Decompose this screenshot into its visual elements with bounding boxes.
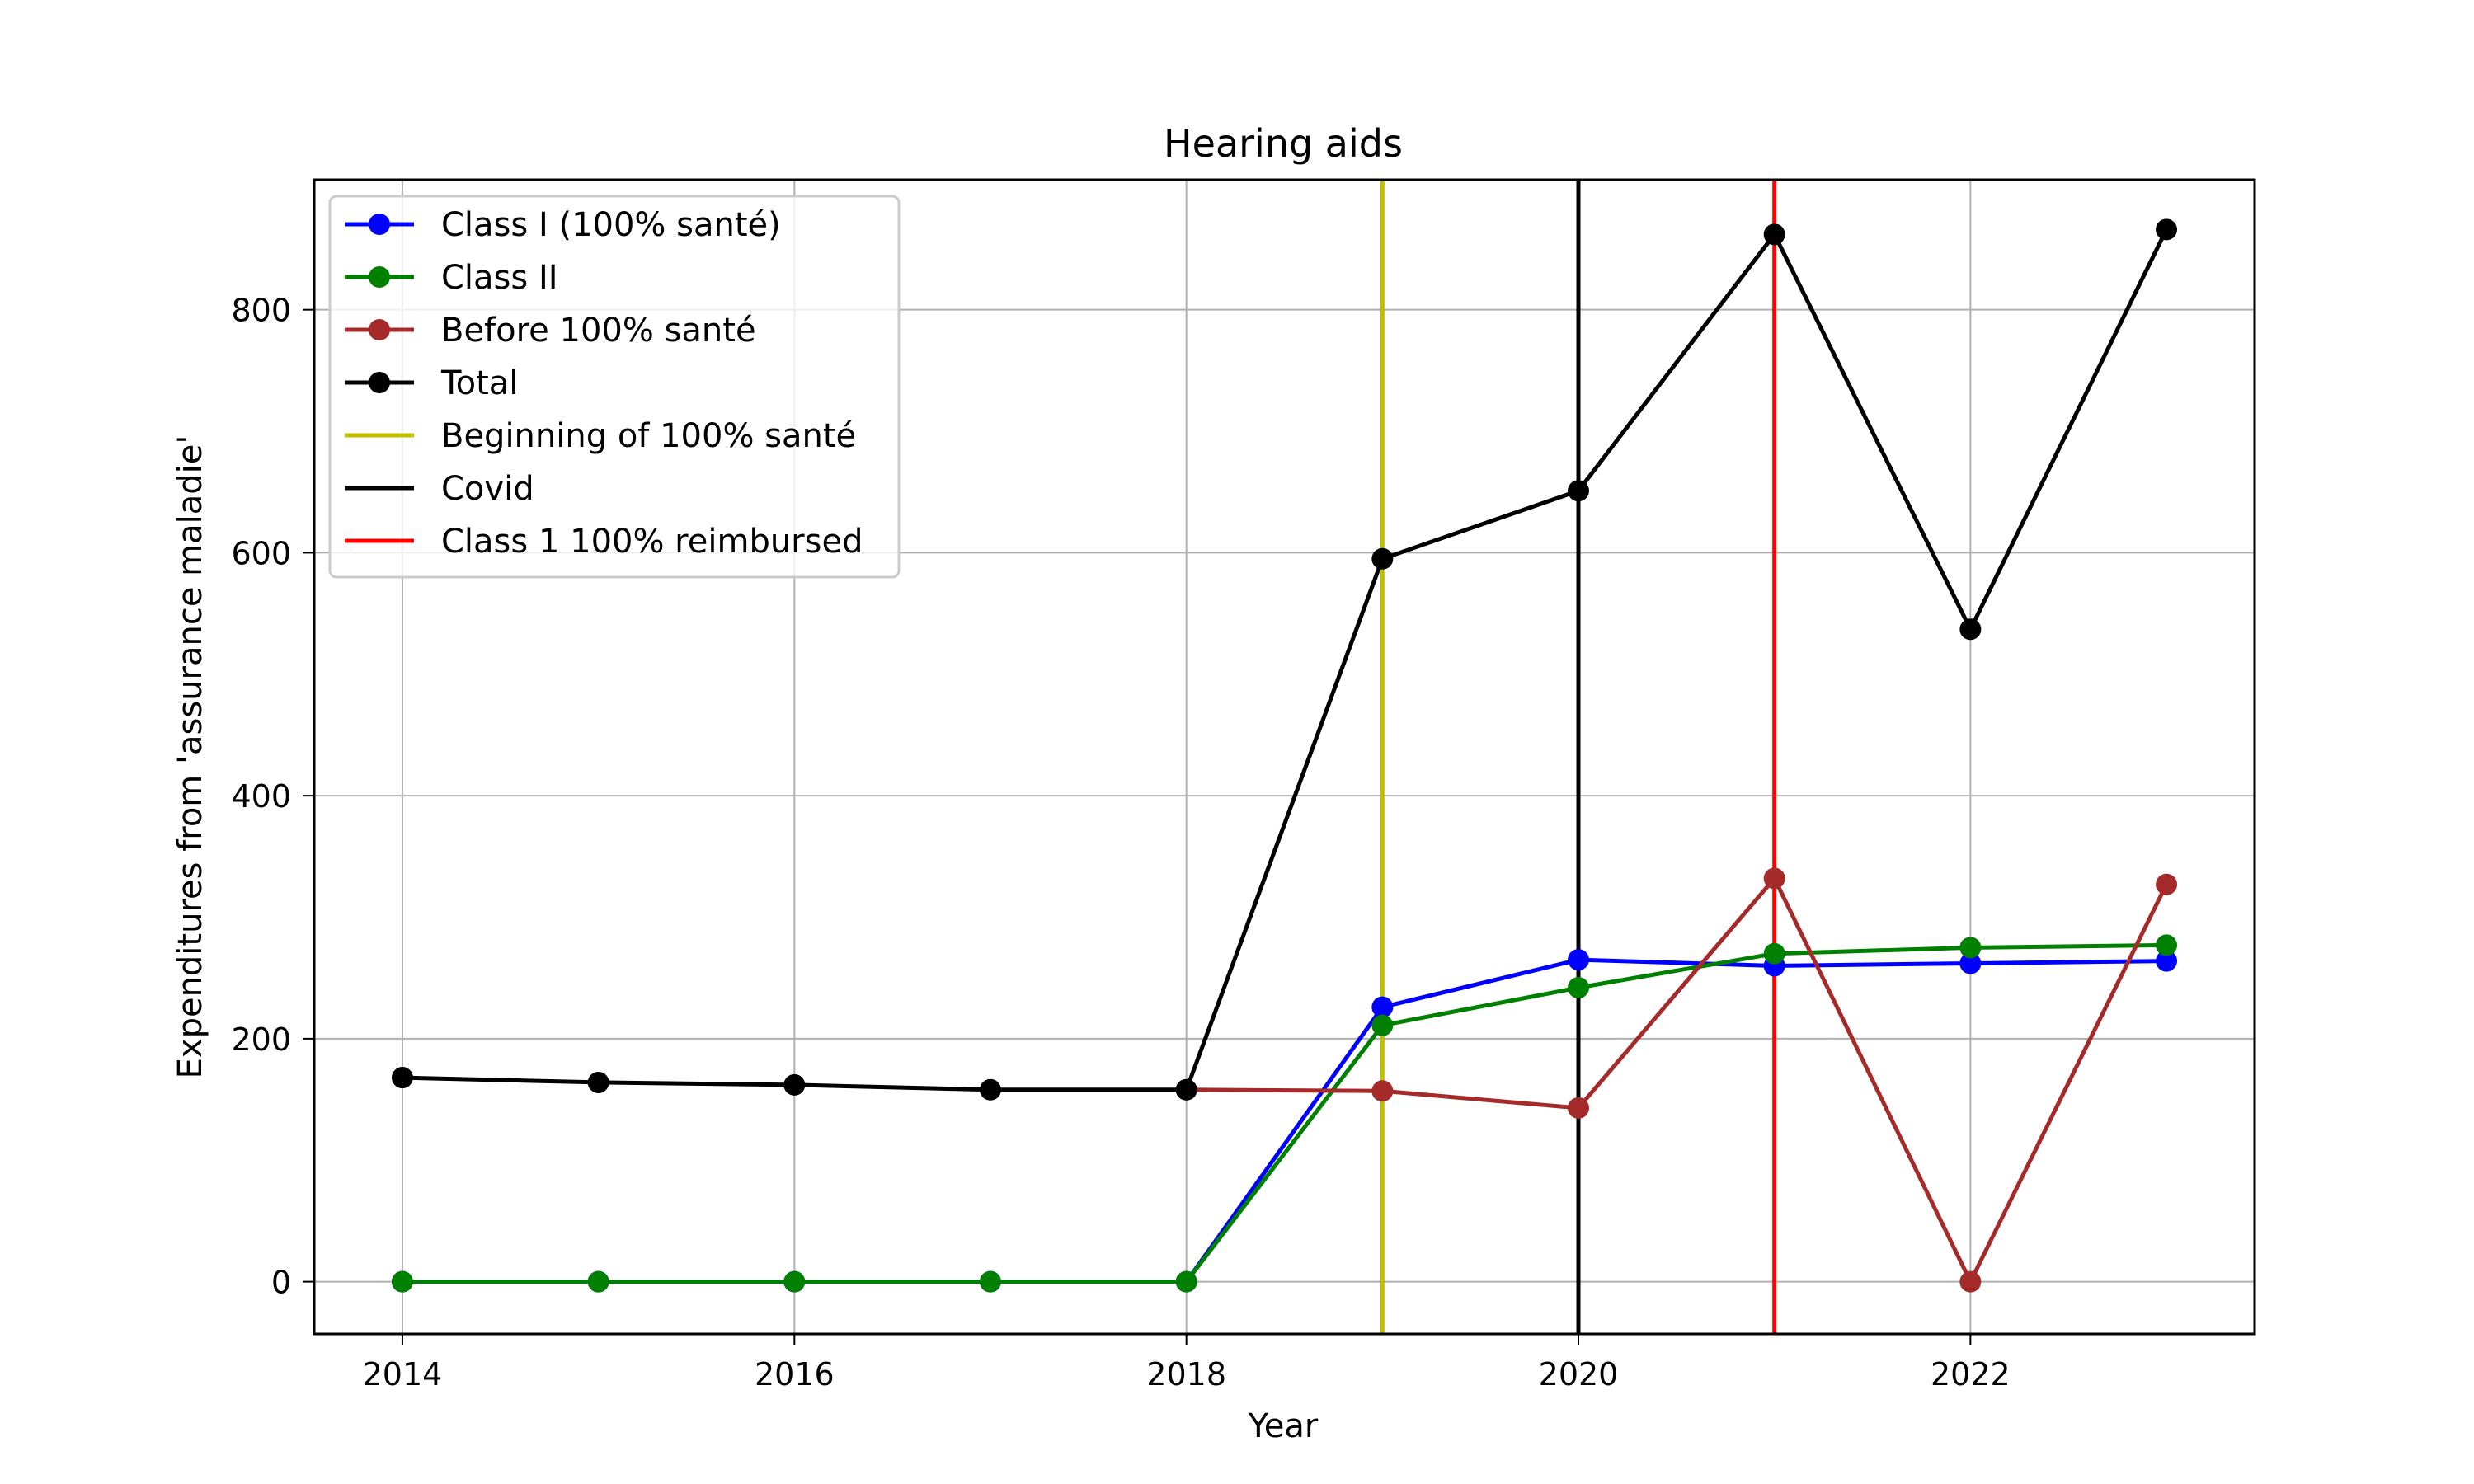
data-point [783,1270,806,1293]
data-point [979,1078,1001,1101]
legend-marker [369,372,390,393]
data-point [391,1270,413,1293]
data-point [783,1073,806,1096]
data-point [1371,1080,1394,1102]
y-tick-label: 200 [231,1021,291,1058]
data-point [1371,996,1394,1018]
legend-item: Total [345,364,518,402]
legend-marker [369,214,390,235]
legend-label: Beginning of 100% santé [441,417,856,455]
legend-label: Total [440,364,518,402]
legend-item: Class II [345,259,558,297]
data-point [1959,952,1982,974]
series-line [402,228,2169,1092]
x-axis-label: Year [1248,1407,1319,1445]
data-point [1371,547,1394,570]
legend-label: Before 100% santé [441,312,756,350]
data-point [1371,1014,1394,1036]
series-group [391,218,2178,1293]
data-point [2156,950,2178,972]
data-point [1763,223,1785,246]
vertical-lines [1380,180,1777,1334]
legend-item: Before 100% santé [345,312,756,350]
data-point [1959,1270,1982,1293]
legend-box [328,195,901,579]
data-point [1763,867,1785,890]
data-point [1568,949,1590,971]
legend-marker [369,266,390,288]
data-point [1763,942,1785,965]
data-point [2156,218,2178,241]
legend-label: Class II [441,259,558,297]
x-axis: 2014 2016 2018 2020 2022 [363,1334,2011,1392]
x-tick-label: 2014 [363,1356,443,1392]
legend-item: Class I (100% santé) [345,206,781,244]
plot-frame [313,178,2256,1336]
y-tick-label: 800 [231,293,291,329]
data-point [1568,977,1590,998]
data-point [587,1270,609,1293]
series-1 [391,934,2178,1293]
y-tick-label: 0 [271,1265,291,1301]
legend-label: Class I (100% santé) [441,206,781,244]
y-axis: 0 200 400 600 800 [231,293,314,1301]
series-3 [391,218,2178,1101]
x-tick-label: 2020 [1539,1356,1619,1392]
y-tick-label: 600 [231,535,291,571]
legend-marker [369,319,390,340]
y-tick-label: 400 [231,778,291,815]
series-line [1186,876,2169,1284]
y-axis-label: Expenditures from 'assurance maladie' [172,435,209,1079]
data-point [979,1270,1001,1293]
data-point [1568,480,1590,502]
x-tick-label: 2022 [1931,1356,2011,1392]
chart-title: Hearing aids [1164,121,1403,166]
legend-label: Covid [441,470,534,508]
data-point [587,1071,609,1093]
series-line [402,942,2167,1284]
legend-item: Beginning of 100% santé [345,417,856,455]
data-point [1175,1078,1197,1101]
data-point [1568,1097,1590,1119]
data-point [1959,937,1982,959]
series-2 [1175,867,2178,1293]
data-point [2156,873,2178,895]
legend-label: Class 1 100% reimbursed [441,523,863,561]
legend-item: Covid [345,470,534,508]
x-tick-label: 2018 [1146,1356,1226,1392]
data-point [1175,1270,1197,1293]
legend: Class I (100% santé) Class II Before 100% … [328,195,901,579]
data-point [391,1067,413,1089]
data-point [2156,934,2178,956]
x-tick-label: 2016 [755,1356,835,1392]
legend-item: Class 1 100% reimbursed [345,523,863,561]
data-point [1959,618,1982,641]
